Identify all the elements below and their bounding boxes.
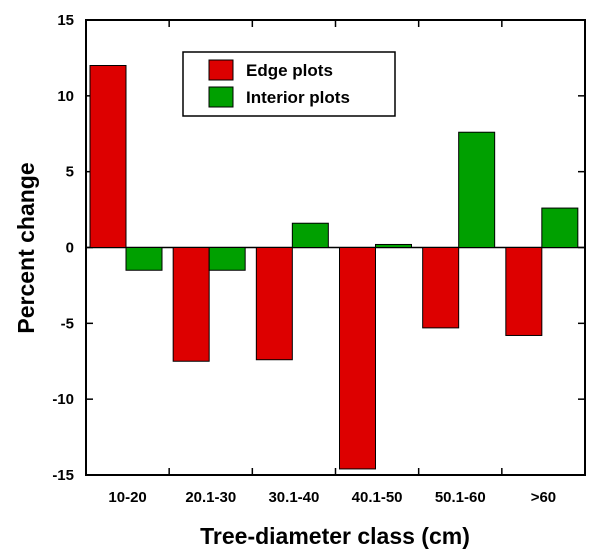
y-tick-label: -5 <box>61 315 74 332</box>
bar-interior-2 <box>291 222 329 249</box>
y-tick-label: -15 <box>52 467 74 484</box>
y-tick-label: -10 <box>52 391 74 408</box>
x-tick-label: 10-20 <box>108 489 146 506</box>
bar-interior-4 <box>458 131 496 249</box>
x-tick-label: 50.1-60 <box>435 489 486 506</box>
bar-edge-4 <box>422 247 460 329</box>
legend-swatch-edge-plots <box>208 59 234 81</box>
legend-label-interior-plots: Interior plots <box>246 88 350 107</box>
x-tick-label: >60 <box>531 489 556 506</box>
bar-interior-1 <box>208 247 246 271</box>
x-tick-label: 30.1-40 <box>268 489 319 506</box>
bars <box>89 65 579 470</box>
y-tick-label: 5 <box>66 164 74 181</box>
legend: Edge plots Interior plots <box>182 51 396 117</box>
y-tick-label: 15 <box>57 12 74 29</box>
y-tick-label: 10 <box>57 88 74 105</box>
bar-interior-3 <box>375 243 412 248</box>
x-tick-label: 40.1-50 <box>352 489 403 506</box>
bar-edge-3 <box>339 247 376 470</box>
bar-edge-0 <box>89 65 127 248</box>
bar-edge-1 <box>172 247 210 362</box>
legend-swatch-interior-plots <box>208 86 234 108</box>
bar-interior-0 <box>125 247 163 271</box>
x-tick-label: 20.1-30 <box>185 489 236 506</box>
bar-interior-5 <box>541 207 579 248</box>
x-axis-title: Tree-diameter class (cm) <box>200 523 470 549</box>
y-axis-title: Percent change <box>13 162 39 333</box>
bar-edge-2 <box>255 247 293 361</box>
legend-label-edge-plots: Edge plots <box>246 61 333 80</box>
bar-edge-5 <box>505 247 543 336</box>
x-axis: 10-20 20.1-30 30.1-40 40.1-50 50.1-60 >60 <box>108 20 556 506</box>
y-tick-label: 0 <box>66 240 74 257</box>
